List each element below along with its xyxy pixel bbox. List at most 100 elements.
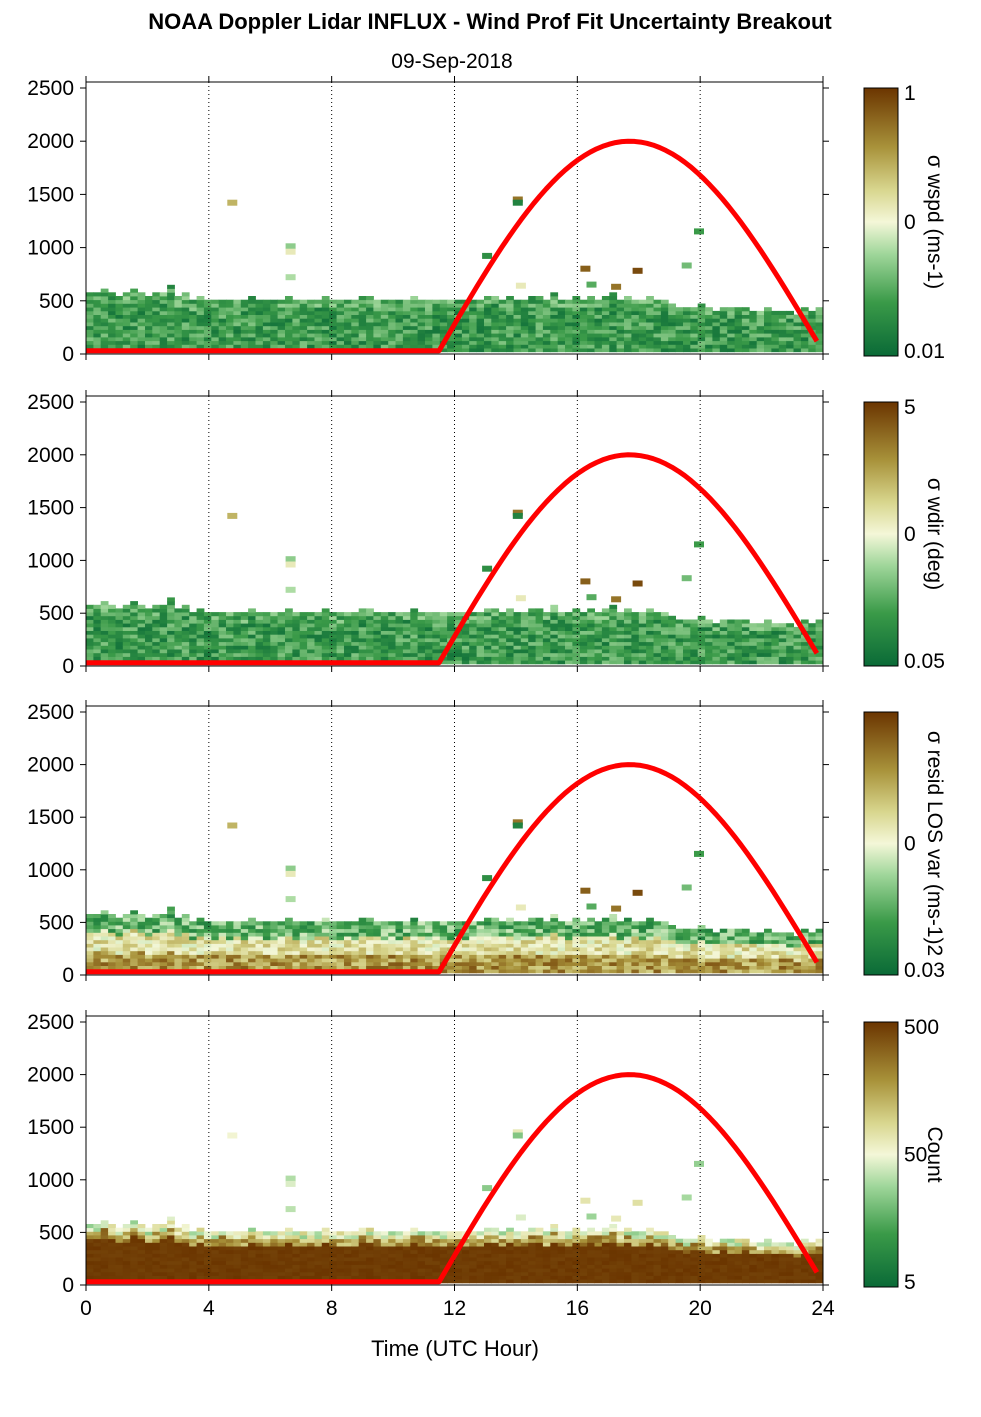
heatmap-cell: [167, 1239, 175, 1243]
heatmap-cell: [366, 966, 374, 970]
heatmap-cell: [315, 962, 323, 966]
heatmap-cell: [227, 200, 237, 206]
heatmap-cell: [315, 1253, 323, 1257]
heatmap-cell: [123, 918, 131, 922]
heatmap-cell: [491, 620, 499, 624]
heatmap-cell: [506, 660, 514, 664]
heatmap-cell: [359, 921, 367, 925]
heatmap-cell: [631, 653, 639, 657]
heatmap-cell: [359, 344, 367, 348]
heatmap-cell: [646, 653, 654, 657]
heatmap-cell: [536, 322, 544, 326]
heatmap-cell: [344, 642, 352, 646]
heatmap-cell: [145, 947, 153, 951]
heatmap-cell: [174, 623, 182, 627]
heatmap-cell: [270, 333, 278, 337]
heatmap-cell: [388, 300, 396, 304]
heatmap-cell: [749, 657, 757, 661]
heatmap-cell: [536, 936, 544, 940]
heatmap-cell: [167, 311, 175, 315]
heatmap-cell: [233, 326, 241, 330]
heatmap-cell: [499, 940, 507, 944]
heatmap-cell: [595, 627, 603, 631]
heatmap-cell: [602, 921, 610, 925]
heatmap-cell: [403, 958, 411, 962]
heatmap-cell: [572, 645, 580, 649]
heatmap-cell: [101, 940, 109, 944]
heatmap-cell: [123, 929, 131, 933]
heatmap-cell: [617, 623, 625, 627]
heatmap-cell: [580, 966, 588, 970]
heatmap-cell: [631, 969, 639, 973]
heatmap-cell: [403, 932, 411, 936]
heatmap-cell: [418, 645, 426, 649]
heatmap-cell: [292, 657, 300, 661]
heatmap-cell: [211, 925, 219, 929]
heatmap-cell: [138, 642, 146, 646]
heatmap-cell: [484, 337, 492, 341]
heatmap-cell: [661, 322, 669, 326]
heatmap-cell: [130, 311, 138, 315]
heatmap-cell: [197, 947, 205, 951]
heatmap-cell: [248, 612, 256, 616]
heatmap-cell: [322, 330, 330, 334]
heatmap-cell: [676, 955, 684, 959]
heatmap-cell: [93, 1268, 101, 1272]
heatmap-cell: [712, 341, 720, 345]
heatmap-cell: [683, 943, 691, 947]
heatmap-cell: [646, 326, 654, 330]
heatmap-cell: [808, 966, 816, 970]
heatmap-cell: [779, 955, 787, 959]
heatmap-cell: [580, 943, 588, 947]
heatmap-cell: [285, 623, 293, 627]
heatmap-cell: [668, 660, 676, 664]
heatmap-cell: [300, 653, 308, 657]
heatmap-cell: [580, 330, 588, 334]
heatmap-cell: [270, 322, 278, 326]
heatmap-cell: [160, 914, 168, 918]
heatmap-cell: [587, 929, 595, 933]
heatmap-cell: [204, 315, 212, 319]
heatmap-cell: [130, 627, 138, 631]
heatmap-cell: [300, 951, 308, 955]
heatmap-cell: [300, 1265, 308, 1269]
heatmap-cell: [543, 660, 551, 664]
heatmap-cell: [337, 657, 345, 661]
heatmap-cell: [174, 307, 182, 311]
heatmap-cell: [595, 326, 603, 330]
heatmap-cell: [646, 318, 654, 322]
heatmap-cell: [595, 318, 603, 322]
heatmap-cell: [174, 1268, 182, 1272]
heatmap-cell: [410, 642, 418, 646]
heatmap-cell: [329, 322, 337, 326]
heatmap-cell: [477, 631, 485, 635]
heatmap-cell: [528, 631, 536, 635]
heatmap-cell: [617, 322, 625, 326]
heatmap-cell: [499, 958, 507, 962]
heatmap-cell: [233, 925, 241, 929]
heatmap-cell: [735, 929, 743, 933]
heatmap-cell: [182, 1239, 190, 1243]
heatmap-cell: [167, 958, 175, 962]
heatmap-cell: [455, 951, 463, 955]
heatmap-cell: [204, 627, 212, 631]
heatmap-cell: [521, 642, 529, 646]
heatmap-cell: [469, 307, 477, 311]
heatmap-cell: [816, 315, 824, 319]
heatmap-cell: [418, 616, 426, 620]
heatmap-cell: [602, 330, 610, 334]
heatmap-cell: [160, 337, 168, 341]
heatmap-cell: [101, 627, 109, 631]
heatmap-cell: [381, 318, 389, 322]
y-tick-label: 0: [62, 343, 74, 366]
heatmap-cell: [204, 1265, 212, 1269]
heatmap-cell: [705, 947, 713, 951]
heatmap-cell: [211, 631, 219, 635]
heatmap-cell: [543, 921, 551, 925]
heatmap-cell: [101, 1257, 109, 1261]
heatmap-cell: [315, 1276, 323, 1280]
heatmap-cell: [130, 940, 138, 944]
heatmap-cell: [705, 311, 713, 315]
heatmap-cell: [329, 943, 337, 947]
heatmap-cell: [263, 1250, 271, 1254]
